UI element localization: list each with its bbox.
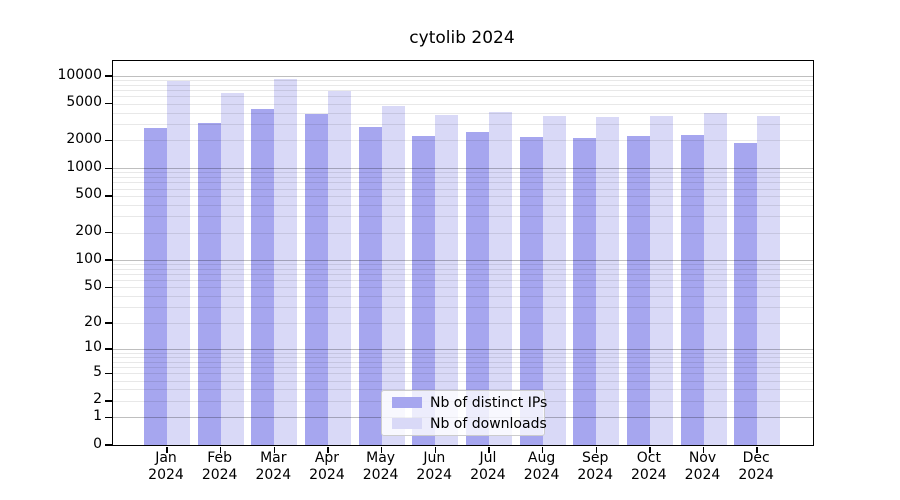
y-tick-label: 10 — [84, 339, 102, 356]
bar-downloads-jul — [488, 111, 512, 445]
y-tick-label: 500 — [75, 186, 102, 203]
bar-distinct-ips-sep — [573, 138, 597, 445]
x-tick-label: Jun 2024 — [416, 450, 453, 483]
bar-downloads-aug — [542, 116, 566, 445]
y-tick — [104, 348, 112, 350]
bar-downloads-may — [381, 105, 405, 445]
x-tick-label: Feb 2024 — [201, 450, 238, 483]
y-tick-label: 200 — [75, 223, 102, 240]
y-tick — [104, 322, 112, 324]
bar-downloads-apr — [327, 90, 351, 445]
x-tick-label: Nov 2024 — [684, 450, 721, 483]
bar-distinct-ips-jul — [465, 131, 489, 445]
bar-distinct-ips-aug — [519, 137, 543, 445]
y-tick-label: 0 — [93, 435, 102, 452]
legend-swatch-distinct-ips — [392, 397, 422, 408]
x-tick-label: Dec 2024 — [738, 450, 774, 483]
y-tick — [104, 416, 112, 418]
bar-distinct-ips-feb — [197, 122, 221, 445]
bar-distinct-ips-oct — [626, 136, 650, 445]
chart-title: cytolib 2024 — [409, 28, 515, 48]
bar-downloads-jun — [435, 114, 459, 445]
bar-distinct-ips-dec — [734, 143, 758, 445]
bar-distinct-ips-may — [358, 127, 382, 445]
bar-downloads-feb — [220, 92, 244, 445]
x-tick-label: Jan 2024 — [148, 450, 184, 483]
y-tick — [104, 75, 112, 77]
x-tick-label: Aug 2024 — [523, 450, 560, 483]
y-tick — [104, 444, 112, 446]
y-tick — [104, 231, 112, 234]
legend-item-downloads: Nb of downloads — [382, 413, 547, 434]
y-tick — [104, 195, 112, 197]
y-tick — [104, 400, 112, 402]
y-tick-label: 20 — [84, 313, 102, 330]
bar-downloads-nov — [703, 112, 727, 445]
y-tick — [104, 372, 112, 374]
y-tick-label: 1000 — [66, 158, 102, 175]
x-tick-label: Apr 2024 — [309, 450, 345, 483]
x-tick-label: Oct 2024 — [631, 450, 667, 483]
bar-distinct-ips-mar — [251, 108, 275, 445]
y-tick — [104, 167, 112, 169]
legend-swatch-downloads — [392, 418, 422, 429]
bar-downloads-dec — [757, 116, 781, 445]
y-tick-label: 5000 — [66, 94, 102, 111]
y-tick — [104, 103, 112, 105]
y-tick — [104, 139, 112, 142]
bars-layer — [113, 61, 813, 445]
y-tick-label: 5 — [93, 363, 102, 380]
bar-distinct-ips-jan — [144, 128, 167, 445]
legend-label-downloads: Nb of downloads — [430, 415, 547, 432]
bar-downloads-sep — [596, 116, 620, 445]
y-tick-label: 100 — [75, 250, 102, 267]
x-tick-label: May 2024 — [362, 450, 399, 483]
bar-distinct-ips-jun — [412, 135, 436, 445]
y-tick-label: 2 — [93, 391, 102, 408]
y-tick — [104, 259, 112, 261]
bar-downloads-mar — [274, 78, 298, 445]
plot-area: Nb of distinct IPs Nb of downloads — [104, 60, 814, 453]
x-tick-label: Mar 2024 — [255, 450, 292, 483]
y-tick — [104, 286, 112, 289]
y-tick-label: 1 — [93, 407, 102, 424]
legend-item-distinct-ips: Nb of distinct IPs — [382, 392, 548, 413]
x-tick-label: Jul 2024 — [470, 450, 506, 483]
y-tick-label: 50 — [84, 277, 102, 294]
x-tick-label: Sep 2024 — [577, 450, 613, 483]
bar-distinct-ips-nov — [680, 134, 704, 445]
y-tick-label: 10000 — [57, 66, 102, 83]
legend-label-distinct-ips: Nb of distinct IPs — [430, 394, 548, 411]
bar-downloads-jan — [167, 80, 190, 445]
bar-downloads-oct — [649, 116, 673, 445]
bar-distinct-ips-apr — [304, 114, 328, 445]
y-tick-label: 2000 — [66, 130, 102, 147]
legend: Nb of distinct IPs Nb of downloads — [381, 390, 548, 436]
